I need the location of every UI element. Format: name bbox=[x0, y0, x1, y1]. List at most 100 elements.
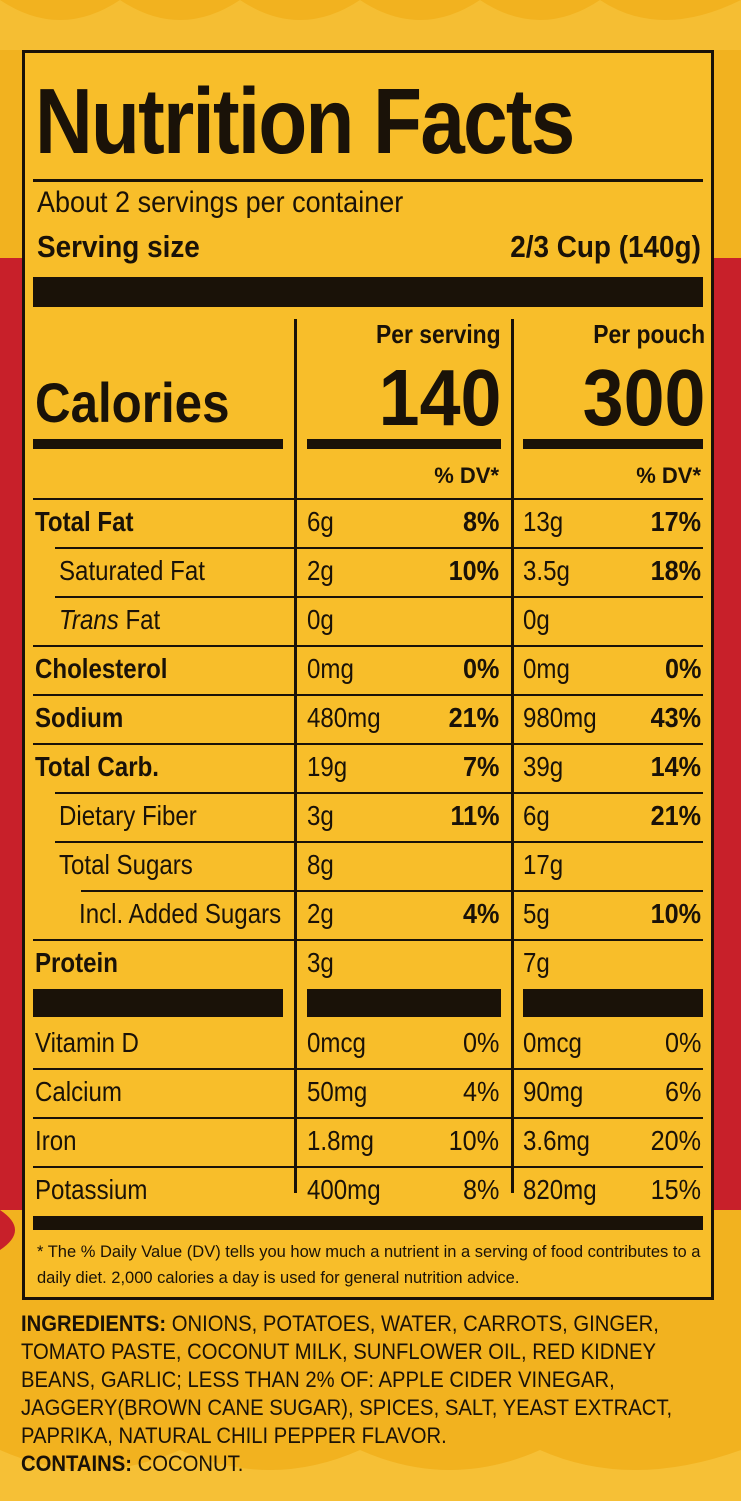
serving-dv: 10% bbox=[448, 1125, 499, 1156]
row-rule bbox=[81, 890, 703, 892]
trans-italic: Trans bbox=[59, 604, 119, 635]
pouch-amount: 3.6mg bbox=[523, 1125, 590, 1156]
serving-amount: 1.8mg bbox=[307, 1125, 374, 1156]
serving-dv: 10% bbox=[448, 555, 499, 586]
row-rule bbox=[33, 743, 703, 745]
serving-amount: 6g bbox=[307, 506, 334, 537]
nutrient-row-sodium: Sodium 480mg 21% 980mg 43% bbox=[25, 694, 711, 743]
ingredients-text: ONIONS, POTATOES, WATER, CARROTS, GINGER… bbox=[21, 1311, 673, 1448]
nutrient-row-dietary-fiber: Dietary Fiber 3g 11% 6g 21% bbox=[25, 792, 711, 841]
row-rule bbox=[33, 694, 703, 696]
pouch-dv: 10% bbox=[650, 898, 701, 929]
serving-amount: 2g bbox=[307, 555, 334, 586]
vitamin-name: Iron bbox=[35, 1125, 77, 1156]
pouch-amount: 90mg bbox=[523, 1076, 584, 1107]
nutrient-row-total-carb: Total Carb. 19g 7% 39g 14% bbox=[25, 743, 711, 792]
per-pouch-heading: Per pouch bbox=[593, 319, 705, 349]
serving-amount: 19g bbox=[307, 751, 348, 782]
column-divider-right bbox=[511, 319, 514, 1193]
serving-amount: 0mcg bbox=[307, 1027, 366, 1058]
row-rule bbox=[33, 645, 703, 647]
contains-heading: CONTAINS: bbox=[21, 1451, 132, 1476]
per-serving-heading: Per serving bbox=[376, 319, 501, 349]
pouch-amount: 5g bbox=[523, 898, 550, 929]
vitamin-divider-1 bbox=[33, 989, 283, 1017]
pouch-amount: 0mg bbox=[523, 653, 570, 684]
nutrient-row-total-sugars: Total Sugars 8g 17g bbox=[25, 841, 711, 890]
ingredients-heading: INGREDIENTS: bbox=[21, 1311, 167, 1336]
title-divider bbox=[33, 179, 703, 182]
serving-amount: 8g bbox=[307, 849, 334, 880]
nutrient-name: Trans Fat bbox=[59, 596, 160, 644]
serving-dv: 4% bbox=[462, 898, 499, 929]
pouch-amount: 980mg bbox=[523, 702, 597, 733]
serving-size-value: 2/3 Cup (140g) bbox=[510, 229, 701, 264]
pouch-amount: 6g bbox=[523, 800, 550, 831]
nutrient-row-protein: Protein 3g 7g bbox=[25, 939, 711, 988]
serving-dv: 8% bbox=[462, 1174, 499, 1205]
trans-fat-suffix: Fat bbox=[118, 604, 161, 635]
row-rule bbox=[33, 1166, 703, 1168]
row-rule bbox=[55, 596, 703, 598]
vitamin-row-calcium: Calcium 50mg 4% 90mg 6% bbox=[25, 1068, 711, 1117]
nutrient-name: Cholesterol bbox=[35, 653, 168, 684]
serving-dv: 4% bbox=[462, 1076, 499, 1107]
pouch-dv: 17% bbox=[650, 506, 701, 537]
nutrition-title: Nutrition Facts bbox=[35, 69, 575, 173]
nutrient-row-added-sugars: Incl. Added Sugars 2g 4% 5g 10% bbox=[25, 890, 711, 939]
nutrient-name: Saturated Fat bbox=[59, 555, 205, 586]
nutrient-name: Total Carb. bbox=[35, 751, 159, 782]
dv-header-pouch: % DV* bbox=[636, 463, 701, 488]
pouch-dv: 20% bbox=[650, 1125, 701, 1156]
pouch-dv: 15% bbox=[650, 1174, 701, 1205]
ingredients-block: INGREDIENTS: ONIONS, POTATOES, WATER, CA… bbox=[21, 1310, 719, 1478]
row-rule bbox=[33, 1068, 703, 1070]
vitamin-divider-2 bbox=[307, 989, 501, 1017]
nutrient-row-total-fat: Total Fat 6g 8% 13g 17% bbox=[25, 498, 711, 547]
row-rule bbox=[33, 1117, 703, 1119]
pouch-amount: 13g bbox=[523, 506, 564, 537]
pouch-dv: 21% bbox=[650, 800, 701, 831]
pouch-amount: 17g bbox=[523, 849, 564, 880]
nutrient-row-cholesterol: Cholesterol 0mg 0% 0mg 0% bbox=[25, 645, 711, 694]
row-rule bbox=[33, 939, 703, 941]
pouch-dv: 14% bbox=[650, 751, 701, 782]
vitamin-name: Potassium bbox=[35, 1174, 148, 1205]
serving-amount: 400mg bbox=[307, 1174, 381, 1205]
nutrient-row-saturated-fat: Saturated Fat 2g 10% 3.5g 18% bbox=[25, 547, 711, 596]
nutrient-name: Dietary Fiber bbox=[59, 800, 197, 831]
serving-dv: 7% bbox=[462, 751, 499, 782]
thick-divider-top bbox=[33, 277, 703, 307]
nutrient-name: Total Sugars bbox=[59, 849, 193, 880]
row-rule bbox=[55, 792, 703, 794]
serving-dv: 0% bbox=[462, 653, 499, 684]
calories-divider-3 bbox=[523, 439, 703, 449]
vitamin-divider-3 bbox=[523, 989, 703, 1017]
servings-per-container: About 2 servings per container bbox=[37, 186, 404, 219]
serving-amount: 0mg bbox=[307, 653, 354, 684]
serving-amount: 3g bbox=[307, 947, 334, 978]
pouch-amount: 0mcg bbox=[523, 1027, 582, 1058]
serving-amount: 480mg bbox=[307, 702, 381, 733]
pouch-dv: 6% bbox=[664, 1076, 701, 1107]
nutrient-name: Sodium bbox=[35, 702, 124, 733]
serving-amount: 3g bbox=[307, 800, 334, 831]
vitamin-row-vitamin-d: Vitamin D 0mcg 0% 0mcg 0% bbox=[25, 1019, 711, 1068]
row-rule bbox=[55, 841, 703, 843]
nutrient-name: Total Fat bbox=[35, 506, 134, 537]
pouch-dv: 0% bbox=[664, 653, 701, 684]
pouch-dv: 0% bbox=[664, 1027, 701, 1058]
daily-value-footnote: * The % Daily Value (DV) tells you how m… bbox=[37, 1243, 701, 1287]
serving-size-label: Serving size bbox=[37, 229, 200, 264]
serving-amount: 50mg bbox=[307, 1076, 368, 1107]
serving-dv: 11% bbox=[449, 800, 499, 831]
pouch-dv: 43% bbox=[650, 702, 701, 733]
vitamin-name: Calcium bbox=[35, 1076, 122, 1107]
pouch-amount: 0g bbox=[523, 604, 550, 635]
pouch-amount: 3.5g bbox=[523, 555, 570, 586]
row-rule bbox=[55, 547, 703, 549]
pouch-dv: 18% bbox=[650, 555, 701, 586]
nutrient-name: Incl. Added Sugars bbox=[79, 898, 282, 929]
calories-divider-1 bbox=[33, 439, 283, 449]
serving-amount: 2g bbox=[307, 898, 334, 929]
